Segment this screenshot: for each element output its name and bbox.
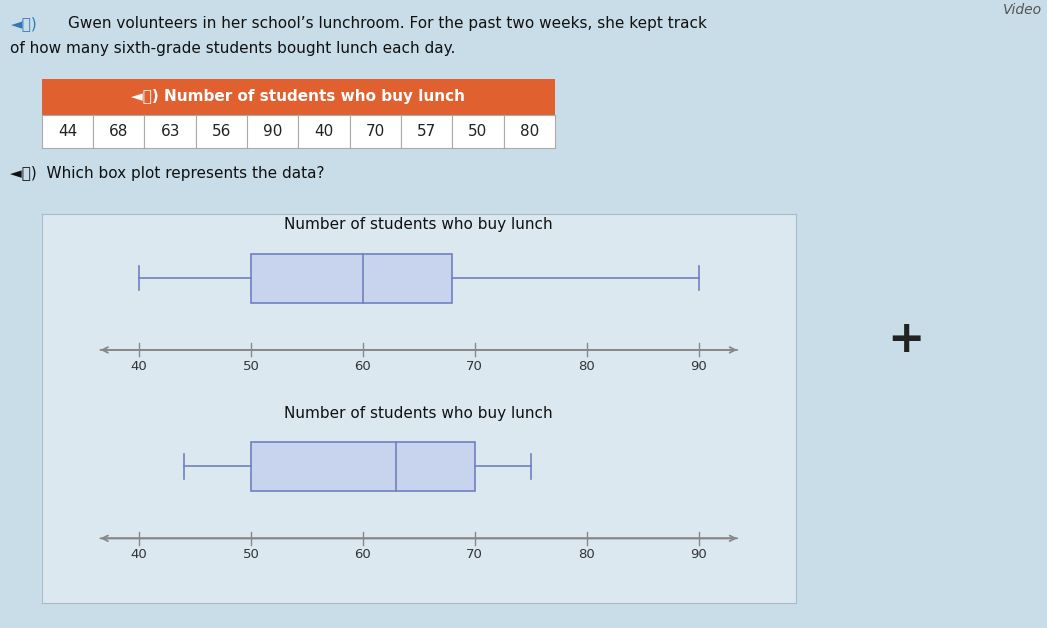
Text: ◄⧗) Number of students who buy lunch: ◄⧗) Number of students who buy lunch xyxy=(131,89,466,104)
Text: 44: 44 xyxy=(58,124,77,139)
Bar xyxy=(251,442,474,491)
Text: 90: 90 xyxy=(263,124,283,139)
Text: 90: 90 xyxy=(690,548,707,561)
Text: 70: 70 xyxy=(365,124,385,139)
Text: 60: 60 xyxy=(355,548,372,561)
Text: of how many sixth-grade students bought lunch each day.: of how many sixth-grade students bought … xyxy=(10,41,455,56)
Bar xyxy=(251,254,452,303)
Text: Number of students who buy lunch: Number of students who buy lunch xyxy=(285,406,553,421)
Text: 60: 60 xyxy=(355,360,372,373)
Text: Video: Video xyxy=(1003,3,1042,17)
Text: 63: 63 xyxy=(160,124,180,139)
Text: 40: 40 xyxy=(314,124,334,139)
Text: 80: 80 xyxy=(578,360,595,373)
Text: 56: 56 xyxy=(211,124,231,139)
Text: Gwen volunteers in her school’s lunchroom. For the past two weeks, she kept trac: Gwen volunteers in her school’s lunchroo… xyxy=(68,16,707,31)
Text: 70: 70 xyxy=(466,360,484,373)
Text: ◄⧗)  Which box plot represents the data?: ◄⧗) Which box plot represents the data? xyxy=(10,166,325,181)
Text: +: + xyxy=(887,318,925,360)
Text: 70: 70 xyxy=(466,548,484,561)
Text: 40: 40 xyxy=(131,548,148,561)
Text: 40: 40 xyxy=(131,360,148,373)
Text: 80: 80 xyxy=(578,548,595,561)
Text: 90: 90 xyxy=(690,360,707,373)
Text: 50: 50 xyxy=(243,548,260,561)
Text: 50: 50 xyxy=(243,360,260,373)
Text: Number of students who buy lunch: Number of students who buy lunch xyxy=(285,217,553,232)
Text: ◄⧗): ◄⧗) xyxy=(10,16,38,31)
Text: 50: 50 xyxy=(468,124,488,139)
Text: 68: 68 xyxy=(109,124,129,139)
Text: 57: 57 xyxy=(417,124,437,139)
Text: 80: 80 xyxy=(519,124,539,139)
